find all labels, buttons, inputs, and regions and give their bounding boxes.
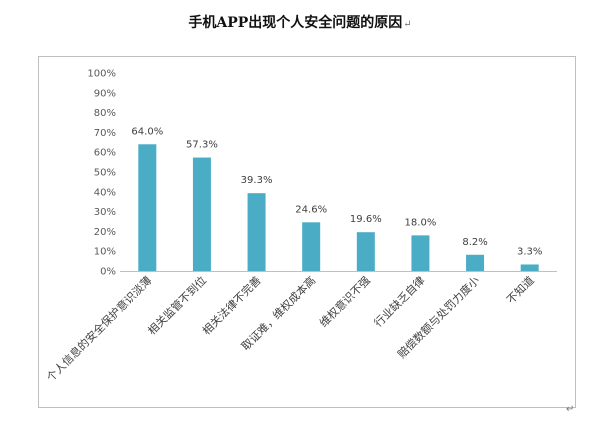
bar [138,144,157,271]
bar [466,254,485,271]
data-label: 18.0% [405,217,437,228]
bar [302,222,321,271]
data-label: 3.3% [517,246,542,257]
paragraph-mark-icon: ↵ [403,19,412,30]
data-label: 39.3% [241,175,273,186]
bar [192,157,211,271]
y-tick-label: 70% [94,128,116,139]
data-label: 8.2% [462,237,487,248]
bar [520,264,539,271]
bar [411,235,430,271]
data-label: 64.0% [131,126,163,137]
y-tick-label: 60% [94,148,116,159]
chart-title-text: 手机APP出现个人安全问题的原因 [188,15,403,31]
x-axis: 个人信息的安全保护意识淡薄相关监管不到位相关法律不完善取证难，维权成本高维权意识… [43,271,557,384]
category-label: 维权意识不强 [316,273,373,330]
y-tick-label: 100% [87,69,116,80]
y-tick-label: 30% [94,207,116,218]
bars: 64.0% 57.3% 39.3% 24.6% 19.6% 18.0% 8.2% 3.3% [131,126,542,271]
paragraph-mark-icon: ↵ [566,404,575,415]
y-tick-label: 20% [94,227,116,238]
data-label: 19.6% [350,214,382,225]
y-axis: 0% 10% 20% 30% 40% 50% 60% 70% 80% 90% 100% [87,69,116,278]
y-tick-label: 90% [94,88,116,99]
y-tick-label: 40% [94,187,116,198]
y-tick-label: 10% [94,247,116,258]
data-label: 57.3% [186,140,218,151]
data-label: 24.6% [295,204,327,215]
y-tick-label: 50% [94,168,116,179]
y-tick-label: 0% [100,267,116,278]
bar [356,232,375,271]
chart-title: 手机APP出现个人安全问题的原因↵ [0,12,600,32]
category-label: 行业缺乏自律 [371,273,428,330]
category-label: 个人信息的安全保护意识淡薄 [43,273,154,384]
category-label: 不知道 [504,273,537,306]
y-tick-label: 80% [94,108,116,119]
bar [247,193,266,271]
